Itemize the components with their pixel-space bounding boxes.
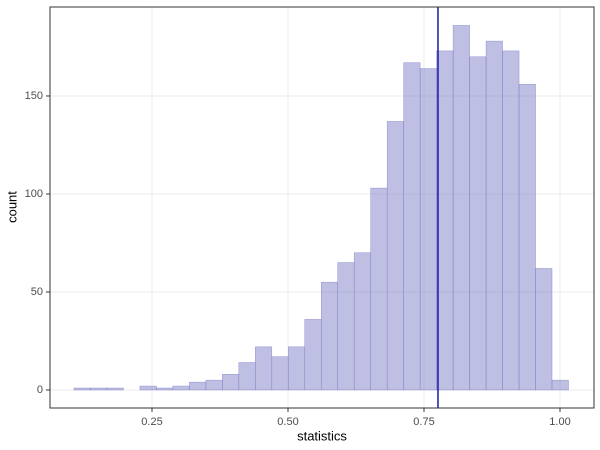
bar bbox=[106, 387, 124, 391]
bar bbox=[90, 387, 108, 391]
bar bbox=[271, 356, 289, 391]
x-tick-label: 0.75 bbox=[413, 416, 434, 428]
bar bbox=[189, 381, 207, 391]
y-tick-label: 100 bbox=[25, 188, 43, 200]
plot-border bbox=[49, 6, 595, 409]
bar bbox=[551, 379, 569, 391]
bar bbox=[139, 385, 157, 391]
bar bbox=[535, 268, 553, 391]
bar bbox=[205, 379, 223, 391]
bar bbox=[370, 187, 388, 391]
bar bbox=[452, 25, 470, 391]
bar bbox=[469, 56, 487, 391]
bar bbox=[238, 362, 256, 391]
bar bbox=[403, 62, 421, 391]
x-tick-label: 0.50 bbox=[277, 416, 298, 428]
y-tick-label: 50 bbox=[31, 286, 43, 298]
bar bbox=[320, 281, 338, 391]
x-tick-label: 0.25 bbox=[141, 416, 162, 428]
bar bbox=[485, 40, 503, 391]
bar bbox=[518, 83, 536, 391]
bar bbox=[73, 387, 91, 391]
y-tick-label: 150 bbox=[25, 90, 43, 102]
bar bbox=[156, 387, 174, 391]
y-tick-label: 0 bbox=[37, 384, 43, 396]
bar bbox=[436, 50, 454, 391]
bar bbox=[172, 385, 190, 391]
bar bbox=[353, 252, 371, 391]
bar bbox=[337, 262, 355, 391]
bar bbox=[255, 346, 273, 391]
bar bbox=[288, 346, 306, 391]
bar bbox=[419, 68, 437, 391]
bar bbox=[386, 121, 404, 391]
x-tick-label: 1.00 bbox=[549, 416, 570, 428]
x-axis-title: statistics bbox=[297, 428, 347, 443]
bar bbox=[222, 374, 240, 391]
bar bbox=[304, 319, 322, 391]
bar bbox=[502, 50, 520, 391]
y-axis-title: count bbox=[4, 191, 19, 223]
